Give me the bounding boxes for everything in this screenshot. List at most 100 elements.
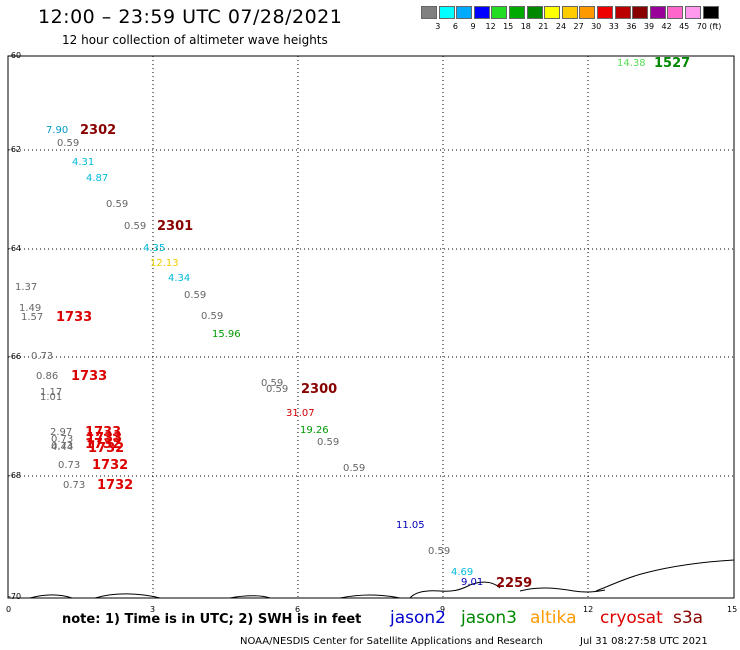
wave-height-value: 4.34	[168, 273, 191, 284]
wave-height-value: 1.37	[15, 282, 38, 293]
wave-height-value: 7.90	[46, 125, 69, 136]
legend-swatch	[649, 6, 666, 19]
wave-height-value: 14.38	[617, 58, 646, 69]
legend-swatch	[526, 6, 543, 19]
wave-height-value: 0.59	[428, 546, 451, 557]
wave-height-value: 31.07	[286, 408, 315, 419]
mission-label-altika: altika	[530, 608, 577, 628]
legend-swatch	[632, 6, 649, 19]
legend-swatch	[473, 6, 490, 19]
pass-time-label: 1527	[654, 56, 691, 71]
legend-label: 33	[608, 22, 619, 31]
pass-time-label: 2301	[157, 219, 194, 234]
wave-height-value: 0.59	[261, 378, 284, 389]
wave-height-value: 0.59	[317, 437, 340, 448]
wave-height-value: 4.44	[51, 442, 74, 453]
lon-tick-label: 12	[583, 605, 594, 614]
wave-height-value: 0.73	[51, 441, 74, 452]
mission-label-jason2: jason2	[390, 608, 446, 628]
graticule	[8, 56, 734, 598]
legend-label: 15	[503, 22, 514, 31]
pass-time-label: 1733	[71, 369, 108, 384]
pass-time-label: 1733	[86, 431, 123, 446]
legend-label: 24	[555, 22, 567, 31]
wave-height-value: 0.59	[106, 199, 129, 210]
wave-height-value: 1.57	[21, 312, 44, 323]
legend-swatch	[685, 6, 701, 19]
legend-label: 27	[573, 22, 584, 31]
wave-height-value: 0.73	[63, 480, 86, 491]
pass-time-label: 1733	[56, 310, 93, 325]
lon-tick-label: 0	[6, 605, 12, 614]
lon-tick-label: 3	[150, 605, 156, 614]
wave-height-value: 1.01	[40, 392, 63, 403]
legend-label: 70	[696, 22, 707, 31]
legend-label: 3	[435, 22, 441, 31]
lat-tick-label: -64	[8, 244, 22, 253]
legend-swatch	[509, 6, 525, 19]
wave-height-value: 0.73	[31, 351, 54, 362]
map-frame	[7, 55, 735, 599]
mission-label-s3a: s3a	[673, 608, 704, 628]
wave-height-value: 0.59	[57, 138, 80, 149]
lat-tick-label: -66	[8, 352, 22, 361]
lat-tick-label: -68	[8, 471, 22, 480]
wave-height-value: 12.13	[150, 258, 179, 269]
footer-timestamp: Jul 31 08:27:58 UTC 2021	[580, 636, 708, 647]
wave-height-value: 0.73	[51, 434, 74, 445]
wave-height-value: 2.97	[50, 427, 73, 438]
lat-tick-label: -62	[8, 145, 22, 154]
wave-height-value: 0.59	[184, 290, 207, 301]
legend-swatch	[456, 6, 473, 19]
pass-time-label: 2259	[496, 576, 533, 591]
legend-swatch	[667, 6, 684, 19]
wave-height-value: 4.69	[451, 567, 474, 578]
map-subtitle: 12 hour collection of altimeter wave hei…	[62, 33, 328, 47]
legend-label: 42	[661, 22, 672, 31]
wave-height-value: 4.35	[143, 243, 166, 254]
legend-unit: (ft)	[709, 22, 722, 31]
wave-height-value: 19.26	[300, 425, 329, 436]
map-title: 12:00 – 23:59 UTC 07/28/2021	[38, 6, 343, 28]
wave-height-value: 0.59	[201, 311, 224, 322]
legend-label: 6	[452, 22, 458, 31]
pass-time-label: 1732	[97, 478, 134, 493]
wave-height-value: 1.17	[40, 387, 63, 398]
wave-height-value: 4.31	[72, 157, 95, 168]
pass-time-label: 1733	[85, 425, 122, 440]
lat-tick-label: -70	[8, 592, 22, 601]
mission-label-cryosat: cryosat	[600, 608, 663, 628]
pass-time-label: 1732	[88, 441, 125, 456]
pass-time-label: 2300	[301, 382, 338, 397]
wave-height-value: 0.86	[36, 371, 59, 382]
footer-credit: NOAA/NESDIS Center for Satellite Applica…	[240, 636, 543, 647]
wave-height-value: 0.73	[58, 460, 81, 471]
legend-swatch	[491, 6, 508, 19]
lon-tick-label: 6	[295, 605, 301, 614]
pass-time-label: 1732	[85, 437, 122, 452]
wave-height-value: 4.87	[86, 173, 109, 184]
legend-label: 18	[520, 22, 531, 31]
wave-height-value: 0.59	[343, 463, 366, 474]
legend-label: 21	[538, 22, 549, 31]
legend-swatch	[421, 6, 437, 19]
legend-label: 30	[591, 22, 602, 31]
footer-note: note: 1) Time is in UTC; 2) SWH is in fe…	[62, 612, 362, 627]
legend-label: 45	[679, 22, 690, 31]
lon-tick-label: 15	[727, 605, 738, 614]
wave-height-value: 1.49	[19, 303, 42, 314]
wave-height-value: 0.59	[266, 384, 289, 395]
wave-height-value: 15.96	[212, 329, 241, 340]
mission-label-jason3: jason3	[461, 608, 517, 628]
legend-label: 36	[626, 22, 637, 31]
legend-swatch	[438, 6, 455, 19]
legend-swatch	[614, 6, 631, 19]
pass-time-label: 1732	[92, 458, 129, 473]
wave-height-value: 11.05	[396, 520, 425, 531]
wave-height-value: 0.59	[124, 221, 147, 232]
legend-label: 9	[470, 22, 476, 31]
lon-tick-label: 9	[440, 605, 446, 614]
coastline	[29, 559, 735, 599]
lat-tick-label: -60	[8, 51, 22, 60]
